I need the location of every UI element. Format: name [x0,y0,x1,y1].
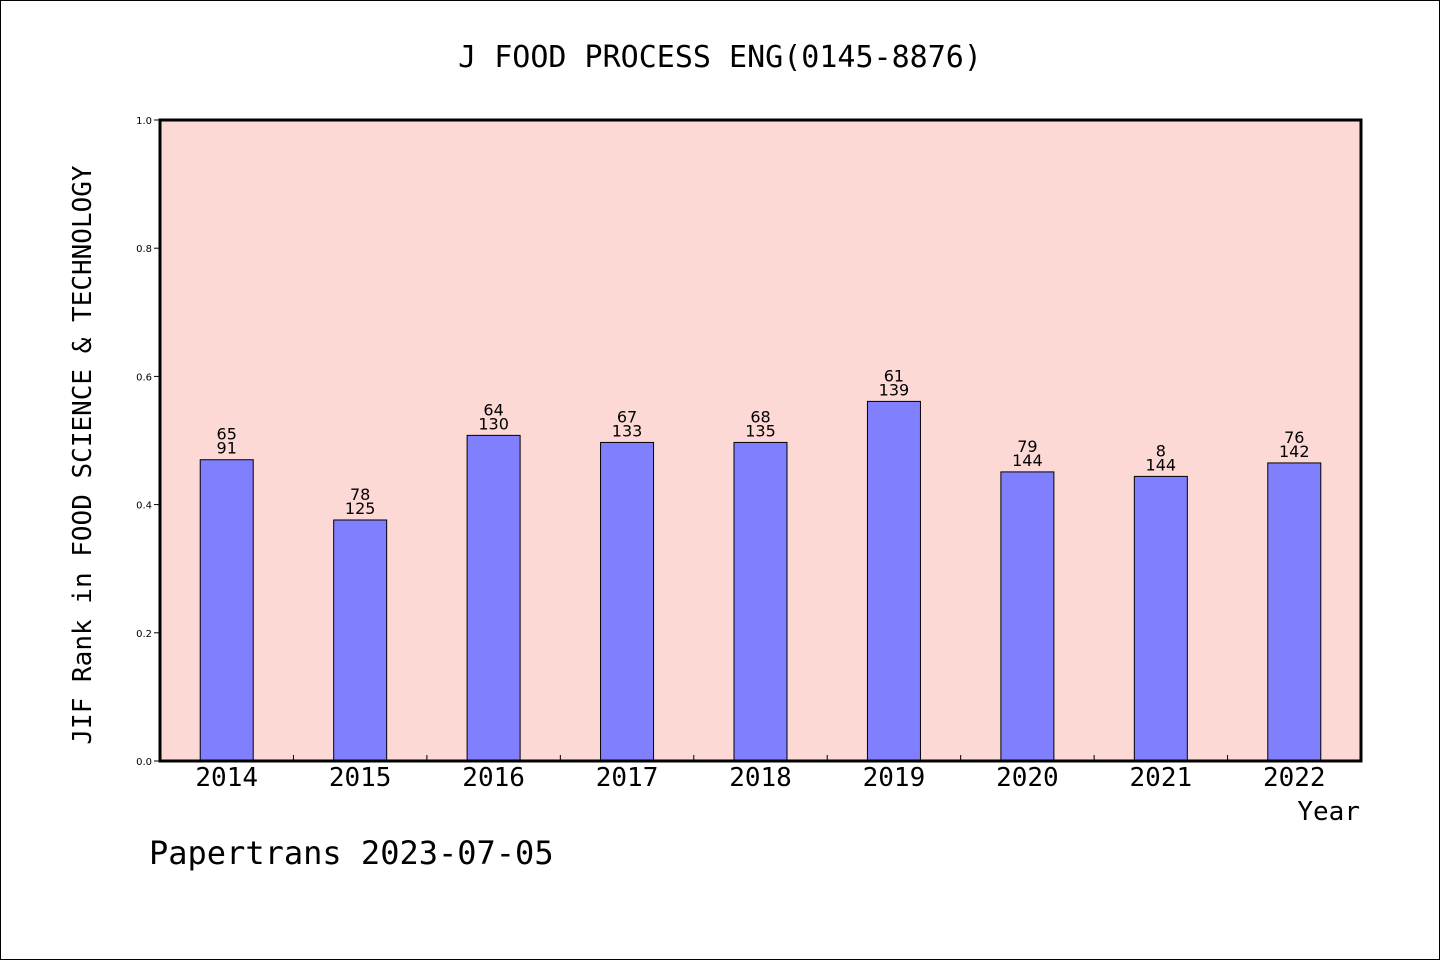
chart-title: J FOOD PROCESS ENG(0145-8876) [458,40,982,75]
bar-total-label: 91 [217,439,237,458]
x-tick-label: 2016 [462,763,525,793]
bar-total-label: 139 [879,380,910,399]
bar-rank-label: 68 [750,407,770,426]
y-tick-label: 1.0 [136,116,152,127]
plot-border [158,118,1363,763]
bar-total-label: 135 [745,421,776,440]
bar-rank-label: 76 [1284,428,1304,447]
y-tick-label: 0.0 [136,757,152,768]
x-tick-label: 2014 [195,763,258,793]
x-axis: 2014 2015 2016 2017 2018 2019 2020 2021 2022 [195,755,1326,793]
x-tick-label: 2022 [1263,763,1326,793]
x-axis-label: Year [1297,797,1360,827]
bar-rank-label: 64 [483,400,503,419]
bar-total-label: 142 [1279,442,1310,461]
y-tick-label: 0.6 [136,372,152,383]
y-tick-label: 0.8 [136,244,152,255]
bar-total-label: 125 [345,499,376,518]
bar [1267,462,1322,762]
bar [333,519,388,762]
y-axis: 0.0 0.2 0.4 0.6 0.8 1.0 [136,116,160,768]
footer-text: Papertrans 2023-07-05 [149,834,554,872]
bar [600,441,655,762]
bar [866,400,921,762]
bar-total-label: 130 [478,414,509,433]
x-tick-label: 2021 [1130,763,1193,793]
bar-rank-label: 61 [884,366,904,385]
bar [1133,475,1188,762]
bar-rank-label: 79 [1017,437,1037,456]
bar [1000,471,1055,762]
x-tick-label: 2020 [996,763,1059,793]
bar-rank-label: 67 [617,407,637,426]
bar-rank-label: 8 [1156,441,1166,460]
bar [733,441,788,762]
bar-total-label: 144 [1012,451,1043,470]
y-tick-label: 0.4 [136,501,152,512]
x-tick-label: 2015 [329,763,392,793]
x-tick-label: 2018 [729,763,792,793]
bar-rank-label: 78 [350,485,370,504]
bar [466,434,521,762]
x-tick-label: 2019 [863,763,926,793]
bar-rank-label: 65 [217,425,237,444]
y-tick-label: 0.2 [136,629,152,640]
bar [199,459,254,762]
x-tick-label: 2017 [596,763,659,793]
y-axis-label: JIF Rank in FOOD SCIENCE & TECHNOLOGY [68,165,98,745]
bar-total-label: 144 [1146,455,1177,474]
bar-total-label: 133 [612,421,643,440]
